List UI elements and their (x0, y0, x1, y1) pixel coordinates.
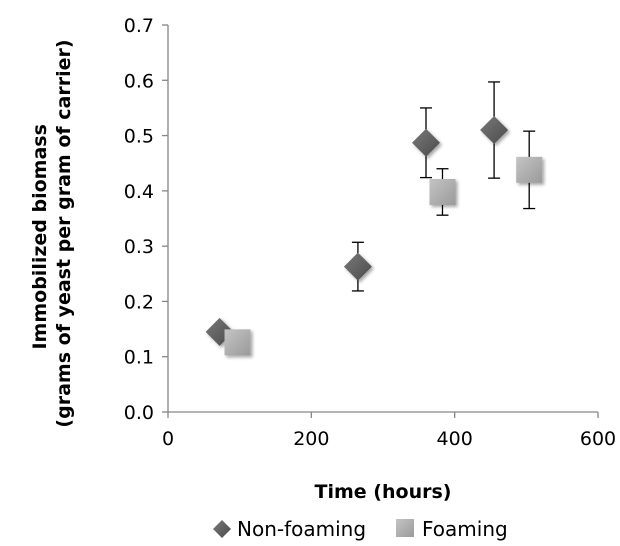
y-tick-label: 0.7 (124, 15, 154, 37)
legend-item: Non-foaming (213, 517, 366, 541)
y-axis-title-line-2: (grams of yeast per gram of carrier) (53, 39, 75, 427)
x-tick-label: 600 (580, 428, 616, 450)
y-tick-label: 0.4 (124, 181, 154, 203)
x-tick-label: 200 (293, 428, 329, 450)
data-point (343, 252, 372, 281)
y-tick-label: 0.3 (124, 236, 154, 258)
data-point (516, 156, 543, 183)
legend-item: Foaming (396, 517, 508, 541)
x-axis-ticks: 0 200 400 600 (162, 412, 616, 450)
data-point (224, 329, 251, 356)
legend-label: Non-foaming (237, 517, 366, 541)
y-tick-label: 0.6 (124, 70, 154, 92)
legend-label: Foaming (422, 517, 508, 541)
legend: Non-foaming Foaming (213, 517, 508, 541)
y-tick-label: 0.5 (124, 126, 154, 148)
x-tick-label: 0 (162, 428, 174, 450)
y-tick-label: 0.1 (124, 347, 154, 369)
y-tick-label: 0.2 (124, 291, 154, 313)
y-axis-title-line-1: Immobilized biomass (29, 124, 51, 349)
data-point (412, 128, 440, 157)
data-point (480, 116, 509, 145)
y-tick-label: 0.0 (124, 402, 154, 424)
axes: 0.0 0.1 0.2 0.3 0.4 0.5 0.6 0.7 0 200 400 600 (124, 15, 616, 450)
y-axis-title: Immobilized biomass (grams of yeast per … (29, 39, 75, 427)
series-foaming (224, 130, 543, 356)
data-point (429, 178, 456, 205)
series-non-foaming (205, 81, 509, 346)
legend-marker (396, 519, 414, 537)
x-axis-title: Time (hours) (315, 481, 452, 503)
legend-marker (213, 520, 231, 538)
plot-series (205, 81, 543, 356)
y-axis-ticks: 0.0 0.1 0.2 0.3 0.4 0.5 0.6 0.7 (124, 15, 168, 424)
x-tick-label: 400 (437, 428, 473, 450)
